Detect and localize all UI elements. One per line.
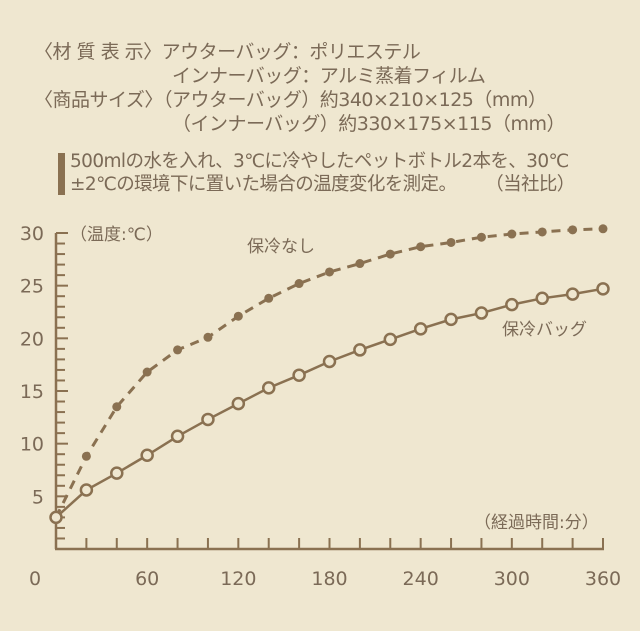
data-point-filled [203, 332, 213, 342]
test-conditions-note: 500mlの水を入れ、3℃に冷やしたペットボトル2本を、30℃ ±2℃の環境下に… [58, 150, 575, 196]
data-point-filled [598, 224, 608, 234]
data-point-filled [537, 227, 547, 237]
size-label: 〈商品サイズ〉 [34, 89, 163, 111]
data-point-hollow [565, 287, 580, 301]
data-point-filled [416, 242, 426, 252]
data-point-hollow [49, 510, 63, 525]
material-label: 〈材 質 表 示〉 [34, 41, 162, 63]
x-axis-tick-labels: 0 60 120 180 240 300 360 [29, 568, 621, 590]
y-axis-title: （温度:℃） [70, 225, 163, 245]
x-tick-label: 0 [29, 568, 41, 590]
note-line-2: ±2℃の環境下に置いた場合の温度変化を測定。 [70, 174, 457, 195]
data-point-hollow [322, 354, 337, 369]
data-point-filled [355, 259, 365, 269]
data-point-filled [476, 232, 486, 242]
data-point-filled [507, 229, 517, 239]
data-point-hollow [261, 381, 276, 395]
data-point-hollow [201, 412, 215, 427]
data-point-hollow [535, 291, 549, 306]
data-point-hollow [292, 368, 306, 382]
y-tick-label: 30 [20, 223, 44, 245]
outer-size: （アウターバッグ）約340×210×125（mm） [162, 89, 547, 111]
x-tick-label: 180 [311, 568, 347, 590]
y-tick-label: 20 [20, 328, 44, 350]
data-point-filled [385, 249, 395, 259]
note-line-1: 500mlの水を入れ、3℃に冷やしたペットボトル2本を、30℃ [70, 151, 569, 172]
inner-material: インナーバッグ：アルミ蒸着フィルム [172, 65, 486, 87]
outer-material: アウターバッグ：ポリエステル [161, 41, 421, 63]
data-point-hollow [444, 312, 458, 327]
data-point-filled [173, 345, 183, 355]
data-point-hollow [474, 306, 489, 320]
x-axis-title: （経過時間:分） [474, 513, 599, 533]
material-row-outer: 〈材 質 表 示〉アウターバッグ：ポリエステル [34, 40, 565, 64]
data-point-filled [112, 402, 122, 412]
chart-axes [54, 232, 604, 551]
data-point-filled [81, 451, 91, 461]
data-point-filled [294, 279, 304, 289]
data-point-filled [142, 367, 152, 377]
y-tick-label: 10 [20, 434, 44, 456]
data-point-hollow [596, 282, 610, 296]
data-point-hollow [231, 396, 246, 411]
data-point-hollow [413, 322, 428, 336]
x-tick-label: 120 [220, 568, 256, 590]
data-point-hollow [110, 466, 124, 480]
label-cooler-bag: 保冷バッグ [502, 320, 587, 340]
size-row-outer: 〈商品サイズ〉（アウターバッグ）約340×210×125（mm） [34, 88, 565, 112]
data-point-hollow [383, 332, 398, 347]
note-reference: （当社比） [485, 174, 575, 195]
data-point-filled [325, 267, 334, 277]
data-point-filled [233, 311, 243, 321]
x-tick-label: 300 [494, 568, 530, 590]
series-cooler-bag [49, 282, 610, 525]
data-point-hollow [505, 297, 519, 312]
inner-size: （インナーバッグ）約330×175×115（mm） [172, 113, 565, 135]
series-no-cooling [54, 224, 608, 519]
data-point-hollow [353, 343, 367, 357]
y-tick-label: 5 [32, 486, 44, 508]
note-bar-marker [58, 153, 65, 195]
label-no-cooling: 保冷なし [247, 237, 315, 257]
data-point-hollow [79, 483, 94, 497]
size-row-inner: （インナーバッグ）約330×175×115（mm） [34, 112, 565, 136]
product-spec: 〈材 質 表 示〉アウターバッグ：ポリエステル インナーバッグ：アルミ蒸着フィル… [34, 40, 565, 136]
data-point-filled [264, 293, 274, 303]
material-row-inner: インナーバッグ：アルミ蒸着フィルム [34, 64, 565, 88]
y-tick-label: 15 [20, 381, 44, 403]
data-point-hollow [140, 448, 154, 463]
y-tick-label: 25 [20, 276, 44, 298]
data-point-hollow [170, 429, 185, 444]
y-axis-tick-labels: 5 10 15 20 25 30 [20, 223, 44, 508]
data-point-filled [568, 225, 578, 235]
x-tick-label: 240 [403, 568, 439, 590]
data-point-filled [446, 237, 456, 247]
x-tick-label: 60 [135, 568, 159, 590]
x-tick-label: 360 [585, 568, 621, 590]
